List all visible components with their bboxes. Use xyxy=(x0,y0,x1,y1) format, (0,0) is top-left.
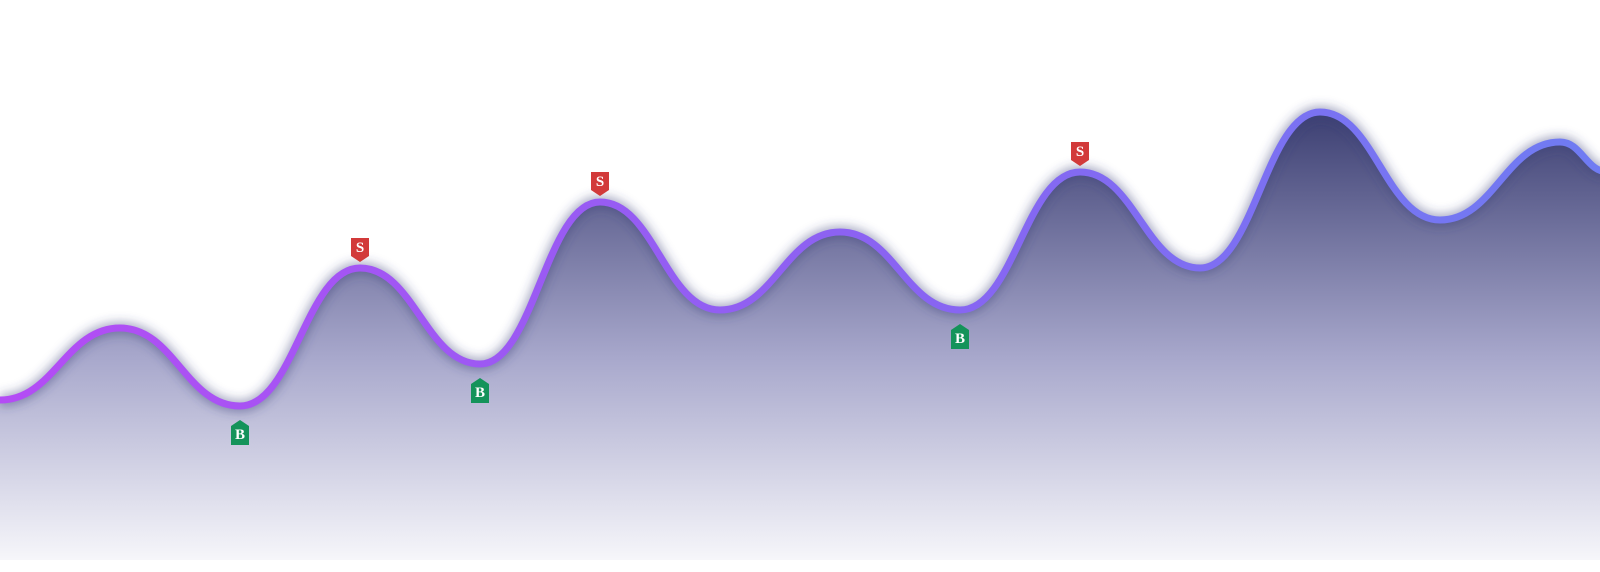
buy-marker-badge xyxy=(471,378,489,403)
buy-marker-badge xyxy=(231,420,249,445)
buy-marker-badge xyxy=(951,324,969,349)
marker-label: B xyxy=(235,427,245,443)
sell-marker-badge xyxy=(591,172,609,196)
marker-label: B xyxy=(955,331,965,347)
marker-label: S xyxy=(596,174,604,190)
sell-marker-badge xyxy=(351,238,369,262)
series-line xyxy=(0,108,1600,410)
buy-marker: B xyxy=(231,420,249,445)
trade-markers: B S B S B S xyxy=(231,142,1089,445)
sell-marker: S xyxy=(1071,142,1089,166)
sell-marker: S xyxy=(591,172,609,196)
marker-label: B xyxy=(475,385,485,401)
marker-label: S xyxy=(356,240,364,256)
buy-marker: B xyxy=(471,378,489,403)
sell-marker: S xyxy=(351,238,369,262)
area-fill xyxy=(0,112,1600,560)
sell-marker-badge xyxy=(1071,142,1089,166)
buy-marker: B xyxy=(951,324,969,349)
marker-label: S xyxy=(1076,144,1084,160)
